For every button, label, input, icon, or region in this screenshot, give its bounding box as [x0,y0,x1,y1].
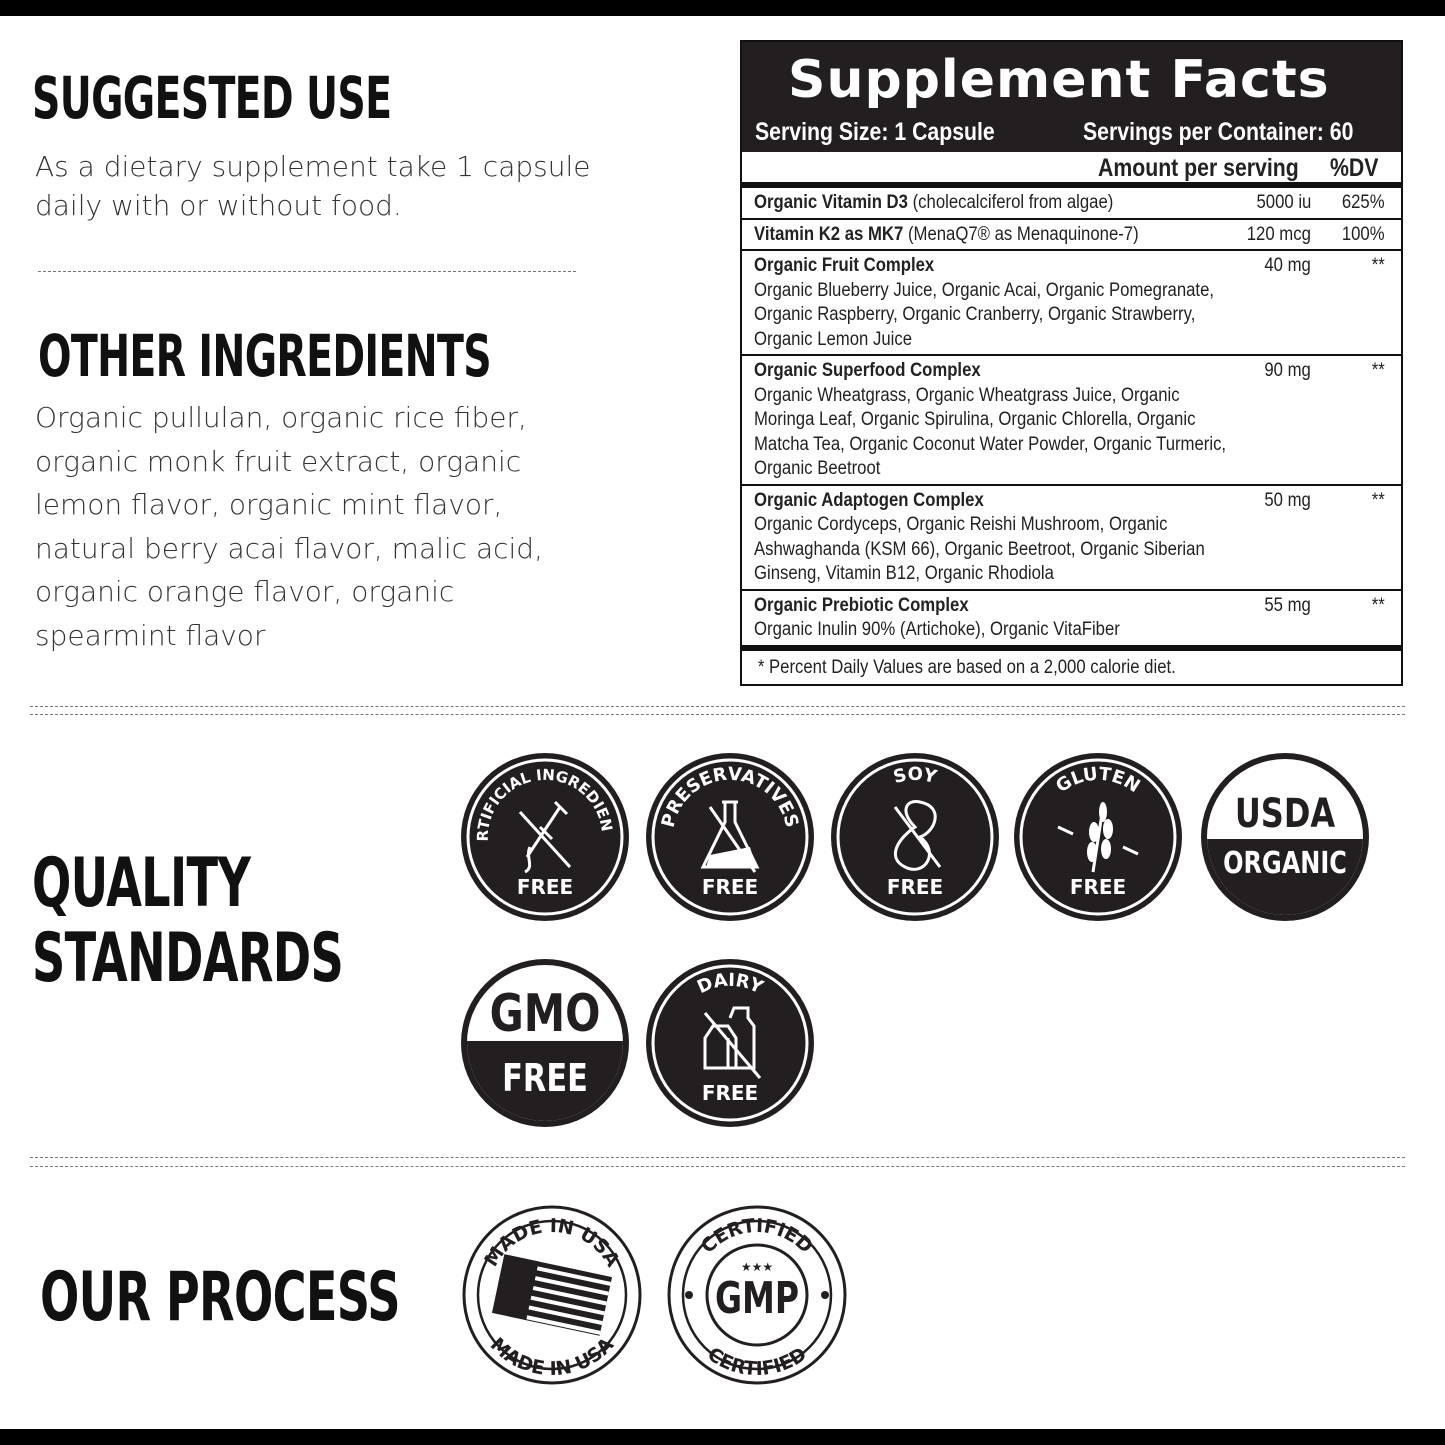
gmo-free-seal-badge: GMO FREE [461,959,629,1127]
ingredient-detail-line: Moringa Leaf, Organic Spirulina, Organic… [754,409,1196,430]
servings-per-container: Servings per Container: 60 [1083,118,1354,146]
amount: 50 mg [1264,489,1311,511]
ingredient-detail-line: Ginseng, Vitamin B12, Organic Rhodiola [754,563,1054,584]
heading-line: STANDARDS [32,919,344,998]
badge-top-text: SOY [891,764,940,788]
quality-standards-heading: QUALITY STANDARDS [32,844,344,998]
bottom-border [0,1429,1445,1445]
footnote: * Percent Daily Values are based on a 2,… [757,656,1176,678]
text-line: organic monk fruit extract, organic [35,444,522,478]
ingredient-detail-line: Organic Inulin 90% (Artichoke), Organic … [754,619,1120,640]
daily-value: 625% [1342,192,1385,213]
badge-top-text: GMO [490,984,601,1045]
facts-rows: Organic Vitamin D3 (cholecalciferol from… [742,188,1401,651]
badge-bottom-text: FREE [702,1081,758,1105]
bean-icon [893,800,942,871]
badge-bottom-text: ORGANIC [1223,846,1347,880]
daily-value: 100% [1342,223,1385,245]
divider [38,271,576,272]
badge-bottom-text: FREE [702,875,758,899]
badge-bottom-text: FREE [517,875,573,899]
text-line: organic orange flavor, organic [35,575,455,608]
ingredient-name: Organic Superfood Complex [754,360,981,381]
facts-row: Organic Prebiotic Complex Organic Inulin … [742,591,1401,651]
amount: 5000 iu [1256,192,1311,213]
daily-value: ** [1371,360,1385,381]
wheat-icon [1057,802,1139,873]
text-line: spearmint flavor [35,618,266,652]
dv-header: %DV [1330,154,1379,182]
us-flag-icon [491,1254,613,1336]
facts-header: Supplement Facts Serving Size: 1 Capsule… [742,42,1401,152]
daily-value: ** [1371,594,1385,616]
ingredient-name: Organic Vitamin D3 (cholecalciferol from… [754,192,1114,213]
facts-row: Organic Vitamin D3 (cholecalciferol from… [742,188,1401,220]
our-process-heading: OUR PROCESS [40,1258,401,1337]
other-ingredients-heading: OTHER INGREDIENTS [38,322,492,390]
text-line: As a dietary supplement take 1 capsule [35,150,591,183]
supplement-facts-panel: Supplement Facts Serving Size: 1 Capsule… [740,40,1403,686]
daily-value: ** [1371,489,1385,511]
ingredient-detail-line: Ashwaghanda (KSM 66), Organic Beetroot, … [754,538,1205,560]
amount: 40 mg [1264,255,1311,276]
ingredient-detail-line: Organic Wheatgrass, Organic Wheatgrass J… [754,384,1180,406]
ingredient-detail-line: Organic Lemon Juice [754,328,913,350]
dropper-icon-badge: ARTIFICIAL INGREDIENTSFREE [461,753,629,921]
dropper-icon [518,800,572,874]
badge-bottom-text: FREE [1070,875,1126,899]
top-border [0,0,1445,16]
amount-header-row: Amount per serving %DV [742,152,1401,188]
ingredient-name: Organic Adaptogen Complex [754,489,984,511]
serving-size: Serving Size: 1 Capsule [755,118,995,146]
daily-value: ** [1371,255,1385,276]
text-line: daily with or without food. [35,189,402,222]
ingredient-detail-line: Matcha Tea, Organic Coconut Water Powder… [754,433,1227,455]
badge-bottom-text: FREE [887,875,943,899]
facts-row: Organic Superfood Complex Organic Wheatgr… [742,356,1401,486]
facts-row: Organic Fruit Complex Organic Blueberry J… [742,251,1401,356]
ingredient-name: Organic Prebiotic Complex [754,594,969,616]
facts-row: Vitamin K2 as MK7 (MenaQ7® as Menaquinon… [742,220,1401,251]
text-line: lemon flavor, organic mint flavor, [35,488,503,521]
amount: 90 mg [1264,360,1311,381]
usda-organic-seal-badge: USDA ORGANIC [1201,753,1369,921]
svg-text:SOY: SOY [891,764,940,788]
divider [30,714,1405,715]
divider [30,1157,1405,1158]
ingredient-detail-line: Organic Cordyceps, Organic Reishi Mushro… [754,514,1168,535]
amount: 55 mg [1264,594,1311,616]
text-line: natural berry acai flavor, malic acid, [35,531,543,565]
ingredient-detail-line: Organic Beetroot [754,458,881,479]
bean-icon-badge: SOY FREE [831,753,999,921]
divider [30,1166,1405,1167]
text-line: Organic pullulan, organic rice fiber, [35,401,527,434]
heading-line: QUALITY [32,844,251,923]
facts-title: Supplement Facts [788,50,1330,110]
badge-bottom-text: FREE [502,1057,588,1101]
ingredient-detail-line: Organic Raspberry, Organic Cranberry, Or… [754,304,1196,325]
facts-row: Organic Adaptogen Complex Organic Cordyce… [742,486,1401,591]
amount: 120 mcg [1246,223,1311,245]
suggested-use-heading: SUGGESTED USE [32,64,392,132]
milk-carton-icon [703,1006,762,1079]
gmp-text: GMP [715,1273,799,1324]
amount-header: Amount per serving [1098,154,1299,182]
ingredient-name: Vitamin K2 as MK7 (MenaQ7® as Menaquinon… [754,223,1139,245]
other-ingredients-text: Organic pullulan, organic rice fiber, or… [35,396,543,657]
ingredient-name: Organic Fruit Complex [754,255,935,276]
divider [30,706,1405,707]
badge-top-text: USDA [1235,789,1335,836]
ingredient-detail-line: Organic Blueberry Juice, Organic Acai, O… [754,279,1215,301]
flask-icon [700,800,760,873]
stars-icon: ★★★ [741,1260,773,1274]
suggested-use-text: As a dietary supplement take 1 capsule d… [35,147,590,225]
